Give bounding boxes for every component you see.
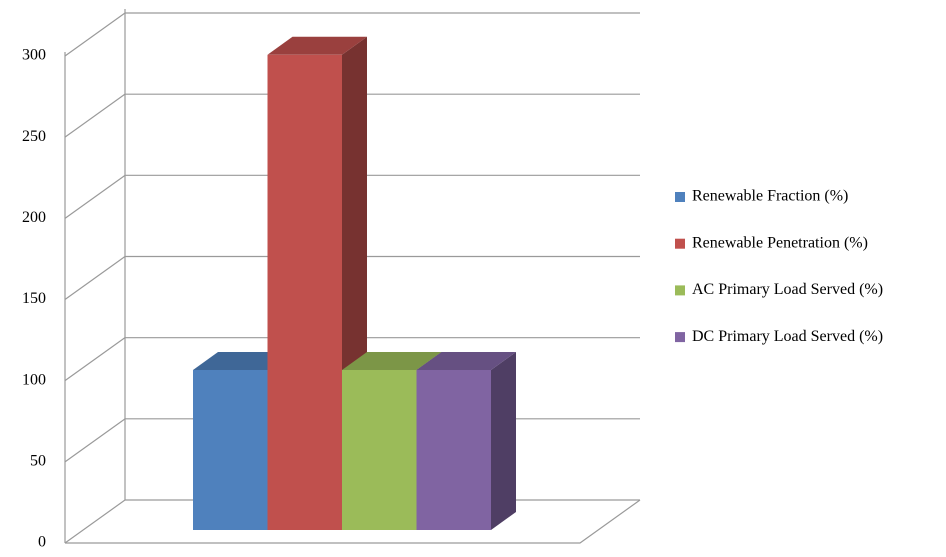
- grid-line: [64, 12, 126, 57]
- legend-label: Renewable Penetration (%): [692, 234, 868, 251]
- legend-swatch: [675, 285, 685, 296]
- legend-swatch: [675, 238, 685, 249]
- floor: [65, 499, 641, 544]
- legend-label: Renewable Fraction (%): [692, 188, 848, 205]
- bar-side: [491, 352, 516, 530]
- y-tick-label: 0: [38, 534, 46, 551]
- bar: [416, 370, 491, 530]
- grid-line: [64, 337, 126, 382]
- bar: [193, 370, 268, 530]
- legend-swatch: [675, 332, 685, 343]
- grid-line: [64, 418, 126, 463]
- y-tick-label: 50: [30, 453, 46, 470]
- y-tick-label: 100: [22, 371, 46, 388]
- grid-line: [64, 174, 126, 219]
- bar-top: [342, 352, 442, 370]
- legend-label: DC Primary Load Served (%): [692, 328, 883, 345]
- y-tick-label: 150: [22, 290, 46, 307]
- bar: [267, 54, 342, 531]
- y-tick-label: 300: [22, 47, 46, 64]
- grid-line: [64, 499, 126, 544]
- legend-swatch: [675, 192, 685, 202]
- bar-top: [267, 36, 367, 55]
- y-tick-label: 250: [22, 128, 46, 145]
- y-tick-label: 200: [22, 209, 46, 226]
- bar: [342, 370, 417, 530]
- grid-line: [64, 256, 126, 300]
- grid-line: [64, 93, 126, 138]
- bar-top: [416, 352, 516, 370]
- legend-label: AC Primary Load Served (%): [692, 281, 883, 298]
